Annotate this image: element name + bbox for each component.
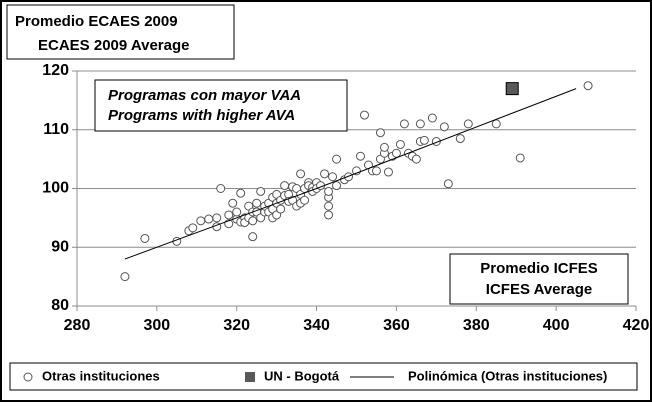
annotation: Promedio ICFES (480, 260, 598, 277)
point (188, 223, 198, 233)
legend-label: Otras instituciones (42, 368, 160, 383)
y-tick-label: 100 (42, 180, 69, 197)
x-tick-label: 340 (303, 317, 330, 334)
legend-label: Polinómica (Otras instituciones) (408, 368, 607, 383)
point (463, 119, 473, 129)
point (332, 181, 342, 191)
legend-label: UN - Bogotá (264, 368, 340, 383)
point (455, 134, 465, 144)
trend-line (124, 88, 577, 260)
annotation: Programs with higher AVA (108, 107, 295, 124)
point (324, 201, 334, 211)
point (328, 172, 338, 182)
point (411, 154, 421, 164)
point (232, 207, 242, 217)
point (375, 128, 385, 138)
point (280, 181, 290, 191)
x-tick-label: 300 (144, 317, 171, 334)
point (352, 166, 361, 176)
point (439, 122, 449, 132)
point (212, 213, 222, 223)
point (371, 166, 381, 176)
point (248, 232, 258, 242)
point (276, 204, 286, 214)
x-tick-label: 420 (623, 317, 650, 334)
point (583, 81, 593, 91)
point (324, 186, 334, 196)
legend-marker (245, 372, 255, 382)
point (443, 179, 453, 189)
point (120, 272, 130, 282)
point (332, 154, 342, 164)
annotation-box (6, 4, 235, 60)
y-tick-label: 90 (51, 238, 69, 255)
point (427, 113, 437, 123)
point (300, 195, 310, 205)
point (419, 135, 429, 145)
point (391, 148, 401, 158)
point (505, 82, 519, 96)
annotation: ICFES Average (486, 281, 592, 298)
point (324, 210, 334, 220)
x-tick-label: 320 (223, 317, 250, 334)
point (224, 210, 234, 220)
x-tick-label: 400 (543, 317, 570, 334)
legend-marker (23, 372, 33, 382)
point (359, 110, 369, 120)
point (383, 167, 393, 177)
point (296, 169, 306, 179)
legend (9, 362, 638, 391)
y-tick-label: 120 (42, 62, 69, 79)
point (344, 172, 354, 182)
point (228, 198, 238, 208)
annotation: Programas con mayor VAA (108, 87, 301, 104)
point (196, 216, 206, 226)
point (395, 139, 405, 149)
point (140, 233, 150, 243)
point (248, 216, 258, 226)
point (256, 186, 266, 196)
point (379, 142, 389, 152)
annotation: Promedio ECAES 2009 (15, 13, 178, 30)
point (320, 169, 330, 179)
point (355, 151, 365, 161)
y-tick-label: 80 (51, 297, 69, 314)
point (491, 119, 501, 129)
point (515, 153, 525, 163)
point (415, 119, 425, 129)
point (236, 188, 246, 198)
annotation: ECAES 2009 Average (38, 37, 189, 54)
annotation-box (94, 79, 348, 132)
x-tick-label: 380 (463, 317, 490, 334)
x-tick-label: 360 (383, 317, 410, 334)
annotation-box (449, 253, 629, 305)
x-tick-label: 280 (64, 317, 91, 334)
point (399, 119, 409, 129)
point (216, 184, 226, 193)
point (204, 214, 214, 224)
point (252, 198, 262, 208)
y-tick-label: 110 (43, 121, 69, 138)
